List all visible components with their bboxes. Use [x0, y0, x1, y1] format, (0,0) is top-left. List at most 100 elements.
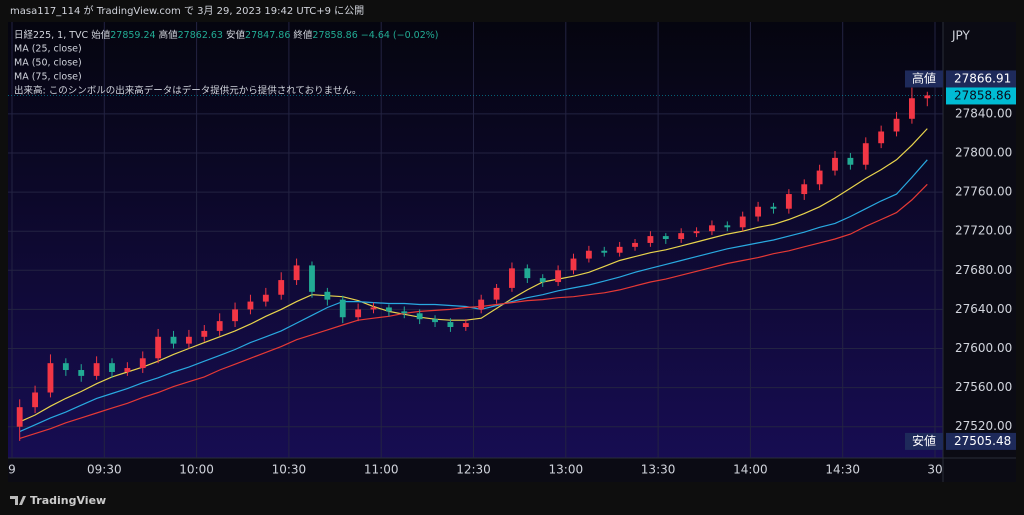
candle	[385, 304, 392, 317]
candle-body	[262, 294, 269, 302]
legend-line: 日経225, 1, TVC 始値27859.24 高値27862.63 安値27…	[14, 29, 438, 41]
legend-entry: MA (50, close)	[14, 58, 82, 69]
candle-body	[493, 287, 500, 300]
volume-note: 出来高: このシンボルの出来高データはデータ提供元から提供されておりません。	[14, 85, 361, 97]
candle-body	[385, 307, 392, 312]
candle	[816, 164, 823, 191]
candle-body	[32, 392, 38, 408]
x-tick-label: 12:30	[456, 463, 491, 477]
legend-field-label: 始値	[91, 29, 111, 41]
candle-body	[309, 265, 315, 292]
low-tag-box	[905, 432, 943, 450]
candle	[478, 294, 485, 314]
candle-body	[62, 363, 69, 371]
legend-field-value: 27847.86	[245, 30, 290, 41]
candle-body	[216, 321, 223, 331]
candle-body	[401, 311, 408, 314]
candle	[324, 287, 331, 306]
candle	[401, 306, 408, 319]
candle-body	[770, 206, 777, 209]
footer-text: TradingView	[30, 494, 106, 507]
candle	[662, 233, 669, 244]
candle	[370, 302, 377, 314]
candle	[32, 385, 38, 414]
candle	[293, 258, 300, 285]
x-tick-label: 10:30	[272, 463, 307, 477]
candle-body	[570, 258, 577, 271]
candle	[724, 221, 731, 232]
candle	[893, 111, 900, 137]
candle-body	[139, 358, 146, 369]
candle	[462, 319, 469, 331]
candle	[447, 318, 454, 332]
x-tick-label: 10:00	[179, 463, 214, 477]
legend-field-value: 27862.63	[178, 30, 223, 41]
candle-body	[462, 323, 469, 328]
candle	[770, 202, 777, 214]
candle	[601, 246, 608, 257]
candle	[262, 287, 269, 307]
candle-body	[155, 336, 162, 359]
currency-label: JPY	[951, 29, 971, 43]
candle-body	[355, 309, 362, 318]
candle	[432, 315, 438, 328]
y-tick-label: 27800.00	[955, 145, 1012, 159]
candle	[570, 253, 577, 275]
candle	[62, 358, 69, 376]
candle	[709, 220, 715, 236]
candle	[909, 87, 915, 124]
candle-body	[601, 250, 608, 253]
candle	[93, 356, 100, 380]
y-tick-label: 27760.00	[955, 185, 1012, 199]
y-tick-label: 27720.00	[955, 224, 1012, 238]
y-tick-label: 27640.00	[955, 302, 1012, 316]
high-tag-box	[905, 70, 943, 88]
candle-body	[924, 95, 931, 99]
legend-field-value: 27859.24	[110, 30, 155, 41]
legend-change: −4.64 (−0.02%)	[361, 30, 439, 41]
x-tick-label: 13:30	[641, 463, 676, 477]
candle-body	[324, 291, 331, 300]
candle-body	[509, 268, 515, 288]
candle-body	[724, 225, 731, 228]
candle-body	[555, 270, 562, 283]
last-price-badge-box	[946, 87, 1016, 105]
candle-body	[878, 131, 885, 144]
candle	[170, 330, 177, 349]
legend-field-label: 安値	[226, 29, 246, 41]
candle	[247, 294, 254, 315]
legend-field-label: 高値	[159, 29, 179, 41]
candle	[416, 309, 423, 325]
low-badge-text: 27505.48	[954, 434, 1011, 448]
candle-body	[585, 250, 592, 259]
candle	[355, 303, 362, 322]
candle-body	[370, 307, 377, 310]
candle	[124, 362, 131, 376]
candle-body	[185, 336, 192, 344]
candle-body	[47, 363, 54, 393]
candle	[924, 91, 931, 107]
x-tick-label: 9	[8, 463, 16, 477]
x-tick-label: 30	[927, 463, 942, 477]
candle	[585, 245, 592, 263]
y-tick-label: 27560.00	[955, 380, 1012, 394]
candle	[632, 239, 638, 251]
candle-body	[124, 368, 131, 372]
candle	[832, 151, 838, 176]
y-tick-label: 27520.00	[955, 419, 1012, 433]
candle-body	[201, 330, 208, 337]
header-text: masa117_114 が TradingView.com で 3月 29, 2…	[10, 4, 364, 17]
candle-body	[478, 299, 485, 310]
candle	[862, 137, 869, 170]
candle	[555, 265, 562, 286]
x-tick-label: 14:00	[733, 463, 768, 477]
candle-body	[647, 236, 654, 243]
legend-entry: MA (75, close)	[14, 72, 82, 83]
candle-body	[816, 170, 823, 185]
candle	[47, 354, 54, 398]
x-tick-label: 09:30	[87, 463, 122, 477]
candle-body	[632, 242, 638, 247]
candle-body	[109, 363, 115, 372]
candle	[524, 264, 531, 284]
